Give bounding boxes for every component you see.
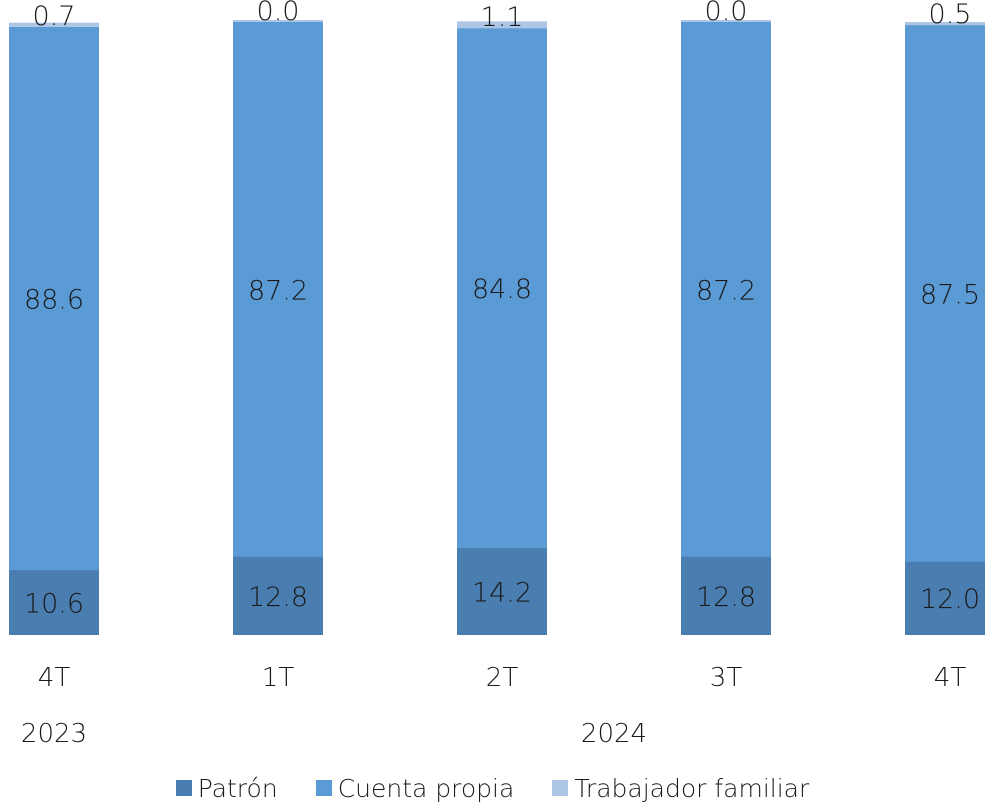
data-label-cuenta-propia-1: 87.2 bbox=[248, 275, 308, 306]
legend-label: Trabajador familiar bbox=[574, 773, 810, 803]
legend: Patrón Cuenta propia Trabajador familiar bbox=[0, 770, 985, 806]
data-label-patrón-1: 12.8 bbox=[248, 582, 308, 613]
legend-item-patrón: Patrón bbox=[175, 773, 278, 803]
data-label-cuenta-propia-4: 87.5 bbox=[920, 279, 980, 310]
data-label-trabajador-familiar-3: 0.0 bbox=[705, 0, 748, 27]
bar-segment-trabajador-familiar-1 bbox=[233, 20, 323, 22]
category-label-3: 3T bbox=[710, 663, 743, 693]
bar-segment-cuenta-propia-0 bbox=[9, 26, 99, 571]
bar-segment-cuenta-propia-3 bbox=[681, 22, 771, 557]
category-label-1: 1T bbox=[262, 663, 295, 693]
data-label-cuenta-propia-3: 87.2 bbox=[696, 275, 756, 306]
data-label-patrón-2: 14.2 bbox=[472, 577, 532, 608]
data-label-trabajador-familiar-0: 0.7 bbox=[33, 1, 76, 32]
bar-segment-patrón-1 bbox=[233, 556, 323, 635]
data-label-cuenta-propia-2: 84.8 bbox=[472, 274, 532, 305]
data-label-trabajador-familiar-1: 0.0 bbox=[257, 0, 300, 27]
data-label-trabajador-familiar-4: 0.5 bbox=[929, 0, 972, 30]
bar-segment-patrón-0 bbox=[9, 570, 99, 635]
data-label-patrón-0: 10.6 bbox=[24, 589, 84, 620]
year-label-1: 2024 bbox=[581, 719, 647, 749]
bar-segment-patrón-3 bbox=[681, 556, 771, 635]
year-label-0: 2023 bbox=[21, 719, 87, 749]
bar-segment-trabajador-familiar-4 bbox=[905, 22, 985, 26]
category-label-2: 2T bbox=[486, 663, 519, 693]
legend-swatch bbox=[175, 780, 192, 796]
legend-label: Patrón bbox=[197, 773, 278, 803]
legend-label: Cuenta propia bbox=[337, 773, 515, 803]
data-label-patrón-3: 12.8 bbox=[696, 582, 756, 613]
legend-item-trabajador-familiar: Trabajador familiar bbox=[552, 774, 809, 803]
bar-segment-trabajador-familiar-2 bbox=[457, 21, 547, 29]
data-label-trabajador-familiar-2: 1.1 bbox=[481, 2, 524, 33]
category-label-4: 4T bbox=[934, 663, 967, 693]
bar-segment-cuenta-propia-2 bbox=[457, 28, 547, 548]
data-label-cuenta-propia-0: 88.6 bbox=[24, 284, 84, 315]
data-label-patrón-4: 12.0 bbox=[920, 584, 980, 615]
legend-swatch bbox=[552, 780, 569, 796]
bar-segment-patrón-2 bbox=[457, 547, 547, 635]
category-label-0: 4T bbox=[38, 663, 71, 693]
bar-segment-cuenta-propia-1 bbox=[233, 22, 323, 557]
legend-swatch bbox=[315, 780, 332, 796]
bar-segment-trabajador-familiar-0 bbox=[9, 22, 99, 27]
bar-segment-patrón-4 bbox=[905, 561, 985, 635]
legend-item-cuenta-propia: Cuenta propia bbox=[315, 773, 515, 803]
bar-segment-trabajador-familiar-3 bbox=[681, 20, 771, 22]
bar-segment-cuenta-propia-4 bbox=[905, 25, 985, 562]
stacked-bar-chart: 10.6 88.6 0.7 4T 12.8 87.2 0.0 1T 14.2 84.8 1.1 2T 1… bbox=[9, 0, 985, 749]
